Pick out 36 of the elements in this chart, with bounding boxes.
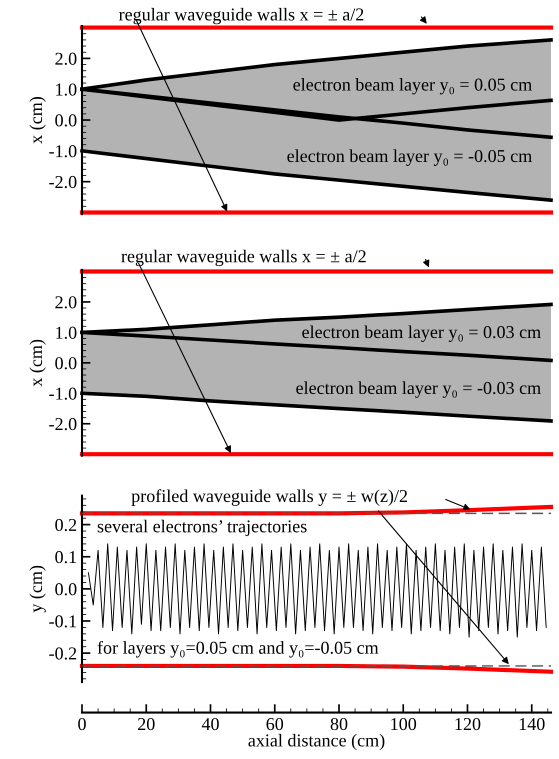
- y-tick-label: 0.0: [55, 114, 76, 127]
- y-tick-label: 2.0: [55, 52, 76, 65]
- y-tick-label: -1.0: [49, 388, 76, 400]
- x-tick-label: 0: [78, 718, 86, 730]
- text: regular waveguide walls x = ± a/2: [118, 8, 364, 24]
- y-tick-label: -2.0: [49, 176, 76, 188]
- x-tick-label: 20: [138, 718, 155, 730]
- x-tick-label: 140: [520, 718, 545, 730]
- y-tick-label: -1.0: [49, 145, 76, 158]
- y-axis-title: y (cm): [29, 566, 46, 612]
- y-tick-label: -0.1: [49, 615, 76, 628]
- y-tick-label: 0.0: [55, 583, 76, 596]
- annotation: electron beam layer y₀ = -0.05 cm: [287, 149, 532, 166]
- y-tick-label: 0.0: [55, 357, 76, 370]
- x-tick-label: 40: [202, 718, 219, 730]
- x-axis-title: axial distance (cm): [248, 734, 384, 750]
- y-tick-label: -0.2: [49, 647, 76, 660]
- y-tick-label: 0.1: [55, 551, 76, 564]
- y-tick-label: -2.0: [49, 418, 76, 430]
- annotation: electron beam layer y₀ = 0.03 cm: [302, 325, 541, 342]
- annotation: several electrons’ trajectories: [98, 520, 307, 536]
- annotation: profiled waveguide walls y = ± w(z)/2: [131, 489, 408, 506]
- x-tick-label: 120: [456, 718, 480, 730]
- x-tick-label: 80: [330, 718, 348, 730]
- x-tick-label: 100: [391, 718, 416, 730]
- annotation: electron beam layer y₀ = -0.03 cm: [296, 381, 541, 398]
- x-tick-label: 60: [266, 718, 284, 730]
- annotation: electron beam layer y₀ = 0.05 cm: [293, 78, 532, 94]
- text: regular waveguide walls x = ± a/2: [121, 250, 366, 266]
- y-tick-label: 0.2: [55, 518, 76, 532]
- y-tick-label: 1.0: [56, 83, 76, 96]
- y-axis-title: x (cm): [29, 97, 46, 144]
- y-tick-label: 1.0: [56, 326, 76, 339]
- annotation: for layers y₀=0.05 cm and y₀=-0.05 cm: [98, 640, 378, 658]
- y-axis-title: x (cm): [29, 340, 46, 386]
- y-tick-label: 2.0: [55, 296, 76, 308]
